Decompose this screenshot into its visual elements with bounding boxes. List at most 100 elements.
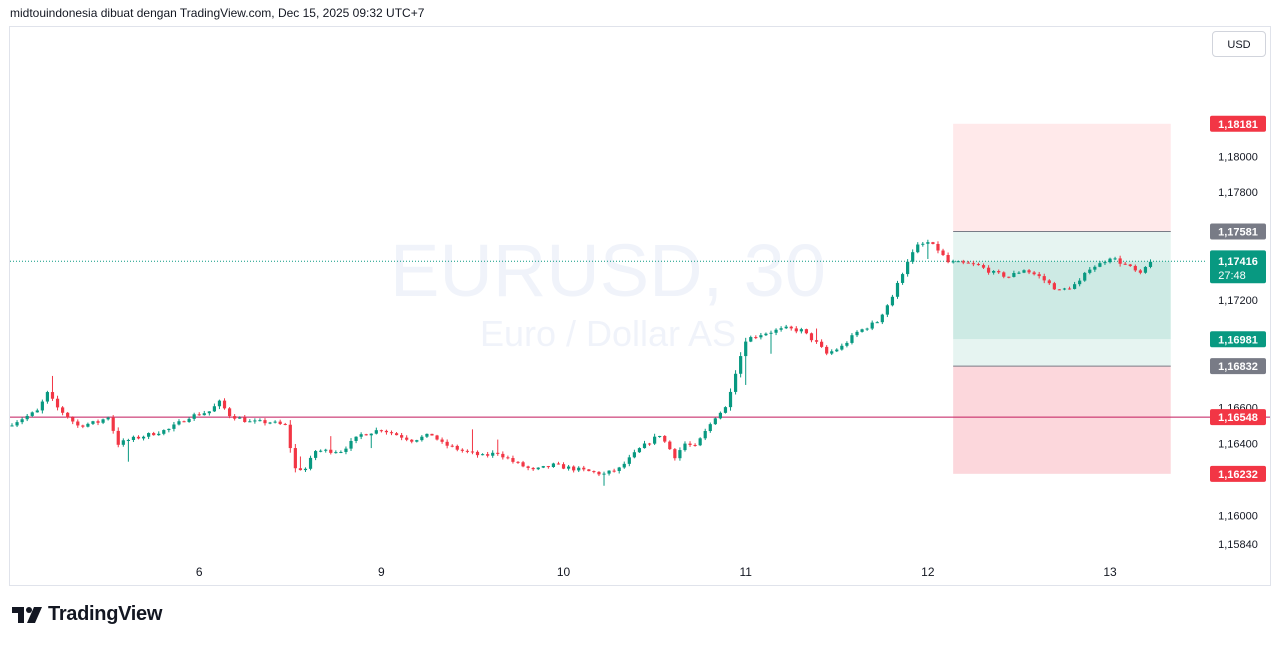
candle-body: [794, 328, 798, 332]
candle: [551, 462, 556, 468]
candle-body: [961, 261, 965, 263]
candle-body: [131, 436, 136, 440]
candle: [314, 449, 318, 461]
candle-body: [126, 439, 130, 441]
candle-body: [976, 264, 981, 266]
candle-body: [845, 342, 849, 346]
candle: [663, 435, 667, 443]
candle-body: [921, 243, 925, 245]
candle: [15, 420, 19, 428]
candle-body: [248, 421, 252, 423]
price-labels: 1,181811,175811,174321,1741627:481,16981…: [1210, 115, 1266, 482]
candle: [597, 471, 601, 477]
profit-zone-filled: [953, 261, 1171, 340]
candle: [369, 433, 373, 449]
tradingview-logo[interactable]: TradingView: [12, 603, 162, 626]
candle-body: [708, 424, 712, 432]
candle-body: [207, 411, 211, 414]
candle-body: [339, 451, 343, 453]
candle: [1138, 269, 1142, 275]
candle: [1032, 270, 1036, 276]
candle: [602, 471, 606, 486]
currency-button[interactable]: USD: [1212, 31, 1266, 57]
candle: [121, 438, 125, 447]
candle-body: [739, 356, 743, 374]
candle-body: [334, 452, 338, 454]
candle-body: [830, 351, 834, 354]
candle: [354, 436, 358, 444]
candle: [40, 399, 44, 414]
candle: [278, 419, 282, 425]
candle-body: [344, 448, 348, 452]
price-label: 1,18181: [1210, 115, 1266, 132]
candle: [430, 433, 434, 436]
candle-body: [789, 326, 793, 329]
candle-body: [55, 398, 60, 408]
candle: [764, 332, 768, 337]
candle: [116, 427, 120, 448]
candle: [45, 390, 50, 404]
candle-body: [405, 437, 409, 440]
x-tick-label: 6: [196, 565, 203, 579]
candle-body: [592, 471, 596, 473]
candle: [167, 428, 171, 433]
candle-body: [187, 418, 191, 422]
tradingview-logo-icon: [12, 606, 42, 623]
candle-body: [713, 418, 717, 425]
candle-body: [1073, 284, 1077, 289]
price-label-bg: [1210, 409, 1266, 426]
candle-body: [162, 430, 166, 434]
candle: [480, 453, 485, 456]
candle: [703, 428, 707, 441]
candle: [1012, 270, 1016, 278]
candle: [835, 348, 839, 353]
candle-body: [450, 445, 454, 447]
candle-body: [577, 467, 581, 471]
candle-body: [733, 373, 738, 392]
candle-body: [480, 454, 485, 456]
candle: [668, 440, 672, 451]
candle: [61, 406, 65, 416]
candle: [946, 252, 950, 264]
candle-body: [602, 473, 606, 475]
candle-body: [152, 433, 156, 436]
candle: [739, 352, 743, 378]
candle: [339, 450, 343, 454]
candle-body: [141, 436, 146, 439]
price-axis[interactable]: 1,180001,178001,172001,166001,164001,160…: [1218, 151, 1258, 551]
candle-body: [61, 407, 65, 413]
candle-body: [298, 468, 303, 471]
candle: [435, 434, 439, 441]
candle: [658, 435, 662, 438]
y-tick-label: 1,17200: [1218, 295, 1258, 307]
candle-body: [1042, 276, 1046, 281]
candle-body: [1113, 258, 1117, 260]
candle-body: [349, 440, 353, 449]
candle-body: [749, 337, 753, 342]
candle: [394, 432, 399, 436]
x-tick-label: 11: [739, 565, 752, 579]
candle: [1022, 269, 1026, 274]
candle: [900, 272, 905, 285]
candle-body: [389, 432, 394, 434]
candle-body: [622, 463, 626, 468]
price-label: 1,17416 27:48: [1210, 253, 1266, 284]
position-tool[interactable]: [953, 123, 1171, 474]
candle-body: [966, 262, 970, 264]
candle-body: [106, 417, 110, 420]
candle: [693, 443, 697, 447]
candle-body: [597, 471, 601, 475]
candle: [825, 345, 829, 356]
candle: [582, 465, 586, 472]
candle-body: [308, 457, 313, 469]
time-axis[interactable]: 6 9 10 11 12 13: [196, 565, 1117, 579]
candle-body: [319, 450, 323, 452]
candle-body: [865, 328, 869, 330]
candle-body: [445, 441, 449, 446]
chart-frame: [9, 26, 1271, 586]
candle: [916, 242, 920, 254]
candle: [1118, 255, 1122, 267]
candle-body: [531, 467, 535, 470]
candle: [177, 419, 181, 426]
